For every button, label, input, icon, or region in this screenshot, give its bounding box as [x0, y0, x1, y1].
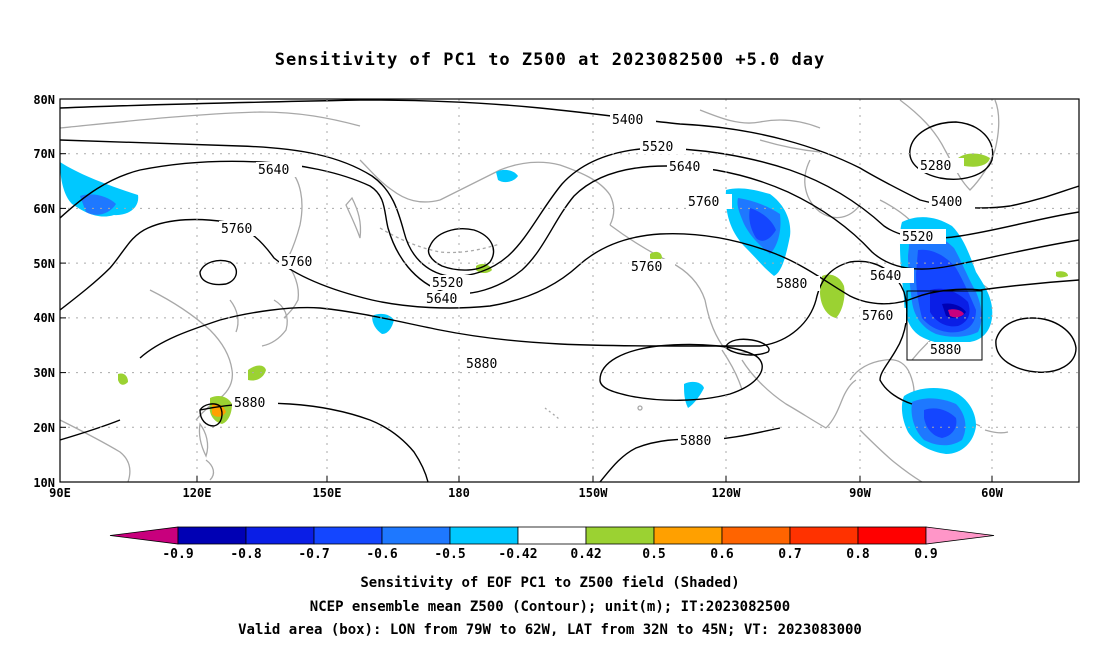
colorbar-min-triangle [109, 526, 179, 545]
colorbar-label: -0.6 [366, 547, 397, 562]
lon-label: 90E [49, 486, 71, 500]
colorbar-label: 0.8 [846, 547, 870, 562]
lat-label: 10N [33, 476, 55, 490]
lon-label: 150E [313, 486, 342, 500]
colorbar-box [585, 526, 655, 545]
lat-label: 50N [33, 257, 55, 271]
colorbar-label: 0.42 [570, 547, 601, 562]
contour-label: 5880 [776, 277, 807, 292]
lon-label: 180 [448, 486, 470, 500]
contour-label: 5400 [612, 113, 643, 128]
colorbar-box [517, 526, 587, 545]
colorbar-box [721, 526, 791, 545]
map-title: Sensitivity of PC1 to Z500 at 2023082500… [274, 50, 826, 70]
lon-label: 120W [712, 486, 742, 500]
grid-lines [60, 99, 1079, 482]
contour-label: 5520 [432, 276, 463, 291]
contour-label: 5640 [870, 269, 901, 284]
contour-label: 5760 [631, 260, 662, 275]
colorbar-box [313, 526, 383, 545]
latitude-labels: 80N 70N 60N 50N 40N 30N 20N 10N [33, 93, 55, 490]
colorbar-label: 0.6 [710, 547, 734, 562]
colorbar-box [857, 526, 927, 545]
lon-label: 90W [849, 486, 871, 500]
contour-label: 5880 [680, 434, 711, 449]
caption-line-2: NCEP ensemble mean Z500 (Contour); unit(… [309, 599, 791, 615]
lat-label: 60N [33, 202, 55, 216]
contour-label: 5640 [258, 163, 289, 178]
colorbar-label: -0.9 [162, 547, 193, 562]
contour-label: 5880 [930, 343, 961, 358]
caption-line-3: Valid area (box): LON from 79W to 62W, L… [238, 622, 862, 638]
colorbar-label: -0.7 [298, 547, 329, 562]
colorbar-label: 0.5 [642, 547, 665, 562]
map-frame [59, 98, 1080, 483]
lon-label: 150W [579, 486, 609, 500]
contour-label: 5280 [920, 159, 951, 174]
lat-label: 30N [33, 366, 55, 380]
colorbar-label: 0.9 [914, 547, 937, 562]
colorbar-max-triangle [925, 526, 995, 545]
colorbar-box [789, 526, 859, 545]
colorbar-label: -0.8 [230, 547, 261, 562]
lat-label: 20N [33, 421, 55, 435]
contour-label: 5760 [862, 309, 893, 324]
colorbar-label: -0.5 [434, 547, 465, 562]
contour-label: 5640 [426, 292, 457, 307]
lat-label: 40N [33, 311, 55, 325]
valid-area-box [906, 290, 983, 361]
contour-label: 5520 [902, 230, 933, 245]
contour-label: 5880 [466, 357, 497, 372]
contour-label: 5880 [234, 396, 265, 411]
caption-line-1: Sensitivity of EOF PC1 to Z500 field (Sh… [360, 575, 740, 591]
axis-ticks [60, 98, 993, 482]
contour-label: 5760 [688, 195, 719, 210]
lon-label: 120E [183, 486, 212, 500]
lon-label: 60W [981, 486, 1003, 500]
contour-label: 5640 [669, 160, 700, 175]
colorbar-box [245, 526, 315, 545]
contour-labels: 5400 5400 5520 5520 5520 5640 5640 5640 … [219, 112, 975, 449]
colorbar-box [177, 526, 247, 545]
contour-label: 5520 [642, 140, 673, 155]
contour-label: 5400 [931, 195, 962, 210]
contour-label: 5760 [281, 255, 312, 270]
lat-label: 70N [33, 147, 55, 161]
colorbar-box [653, 526, 723, 545]
colorbar-box [449, 526, 519, 545]
contour-label: 5760 [221, 222, 252, 237]
lat-label: 80N [33, 93, 55, 107]
colorbar-label: -0.42 [498, 547, 537, 562]
longitude-labels: 90E 120E 150E 180 150W 120W 90W 60W [49, 486, 1003, 500]
colorbar-label: 0.7 [778, 547, 801, 562]
colorbar-box [381, 526, 451, 545]
colorbar: -0.9 -0.8 -0.7 -0.6 -0.5 -0.42 0.42 0.5 0.6 0.7 0.… [109, 526, 995, 562]
